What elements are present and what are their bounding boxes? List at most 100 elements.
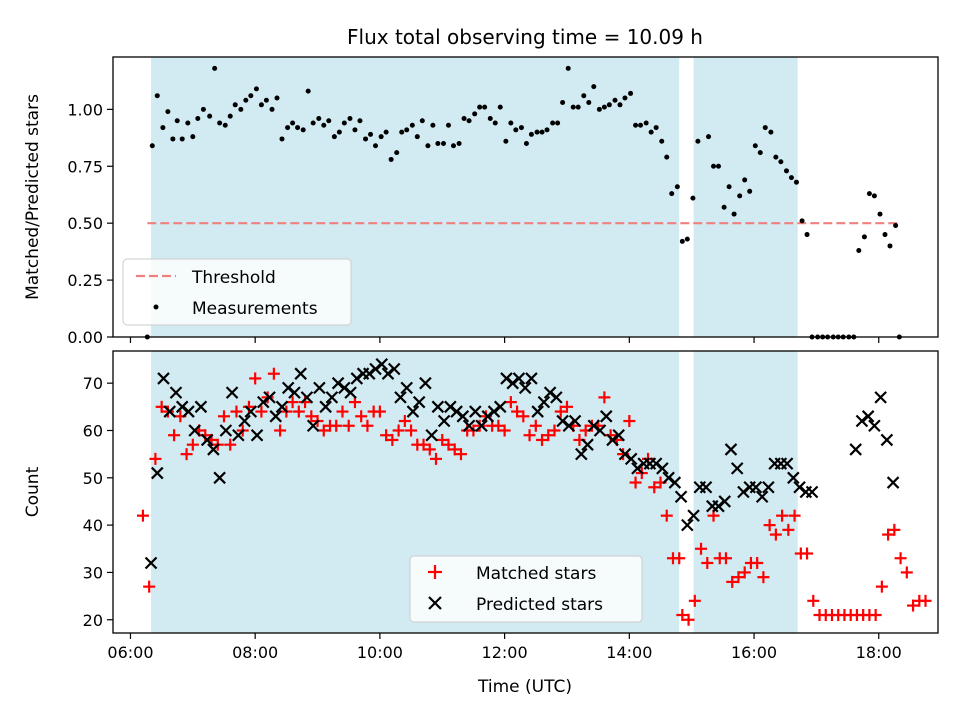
measurement-point — [550, 120, 556, 126]
measurement-point — [617, 102, 623, 108]
y-tick-label: 70 — [83, 374, 103, 393]
matched-point — [342, 419, 355, 432]
legend-matched-label: Matched stars — [476, 564, 596, 584]
measurement-point — [279, 136, 285, 142]
predicted-point — [419, 376, 432, 390]
predicted-point — [469, 405, 482, 418]
predicted-point — [188, 424, 201, 437]
measurement-point — [893, 222, 899, 228]
measurement-point — [674, 184, 680, 190]
matched-point — [529, 419, 542, 432]
measurement-point — [762, 125, 768, 131]
y-tick-label: 0.00 — [67, 328, 103, 347]
measurement-point — [783, 168, 789, 174]
measurement-point — [174, 118, 180, 124]
predicted-point — [749, 480, 763, 494]
x-tick-label: 14:00 — [606, 643, 652, 662]
measurement-point — [435, 141, 441, 147]
matched-point — [380, 429, 393, 442]
matched-point — [719, 552, 732, 565]
matched-point — [598, 391, 611, 404]
measurement-point — [170, 136, 176, 142]
matched-point — [757, 571, 770, 584]
matched-point — [548, 424, 561, 437]
legend-measurements-swatch — [153, 304, 159, 310]
measurement-point — [430, 122, 436, 128]
matched-point — [255, 405, 268, 418]
predicted-point — [656, 462, 669, 475]
x-tick-label: 06:00 — [107, 643, 153, 662]
measurement-point — [482, 104, 488, 110]
predicted-point — [462, 419, 476, 433]
predicted-point — [849, 443, 862, 456]
observing-window — [693, 57, 798, 337]
matched-point — [267, 367, 280, 380]
predicted-point — [874, 391, 887, 404]
predicted-point — [868, 419, 881, 433]
predicted-point — [269, 410, 283, 423]
measurement-point — [207, 113, 213, 119]
predicted-point — [599, 410, 613, 423]
predicted-point — [880, 433, 894, 447]
measurement-point — [887, 243, 893, 249]
predicted-point — [624, 452, 638, 466]
matched-point — [186, 438, 199, 451]
measurement-point — [570, 104, 576, 110]
matched-point — [286, 396, 299, 409]
predicted-point — [244, 405, 258, 418]
matched-point — [676, 609, 689, 622]
matched-point — [726, 575, 739, 588]
matched-point — [751, 556, 764, 569]
x-tick-label: 18:00 — [856, 643, 902, 662]
ratio-panel: 0.00 0.25 0.50 0.75 1.00 Matched/Predicted s… — [23, 56, 939, 347]
measurement-point — [684, 236, 690, 242]
count-marks — [136, 357, 932, 626]
matched-point — [392, 424, 405, 437]
matched-point — [919, 594, 932, 607]
predicted-point — [537, 395, 551, 409]
measurement-point — [388, 156, 394, 162]
count-y-ticks: 20 30 40 50 60 70 — [83, 374, 113, 630]
measurement-point — [628, 90, 634, 96]
matched-point — [807, 594, 820, 607]
matched-point — [517, 410, 530, 423]
predicted-point — [232, 428, 245, 442]
measurement-point — [290, 120, 296, 126]
measurement-point — [513, 127, 519, 133]
measurement-point — [399, 129, 405, 135]
predicted-point — [163, 405, 177, 418]
matched-point — [423, 443, 436, 456]
predicted-point — [207, 443, 220, 456]
measurement-point — [612, 97, 618, 103]
predicted-point — [288, 386, 301, 399]
x-tick-label: 16:00 — [731, 643, 777, 662]
matched-point — [136, 509, 149, 522]
measurement-point — [715, 163, 721, 169]
measurement-point — [679, 238, 685, 244]
measurement-point — [378, 134, 384, 140]
count-x-ticks: 06:00 08:00 10:00 12:00 14:00 16:00 18:00 — [107, 633, 902, 662]
matched-point — [274, 424, 287, 437]
measurement-point — [653, 125, 659, 131]
matched-point — [763, 519, 776, 532]
predicted-point — [325, 391, 339, 404]
predicted-point — [263, 391, 276, 404]
matched-point — [648, 481, 661, 494]
predicted-point — [780, 457, 794, 470]
matched-point — [629, 476, 642, 489]
predicted-point — [275, 400, 289, 414]
y-tick-label: 50 — [83, 469, 103, 488]
measurement-point — [560, 100, 566, 106]
measurement-point — [544, 127, 550, 133]
matched-point — [473, 419, 486, 432]
matched-point — [504, 396, 517, 409]
measurement-point — [799, 218, 805, 224]
measurement-point — [310, 120, 316, 126]
predicted-point — [787, 471, 800, 485]
matched-point — [882, 528, 895, 541]
predicted-point — [518, 381, 532, 395]
predicted-point — [805, 485, 819, 499]
matched-point — [217, 410, 230, 423]
matched-point — [143, 580, 156, 593]
predicted-point — [344, 386, 357, 399]
